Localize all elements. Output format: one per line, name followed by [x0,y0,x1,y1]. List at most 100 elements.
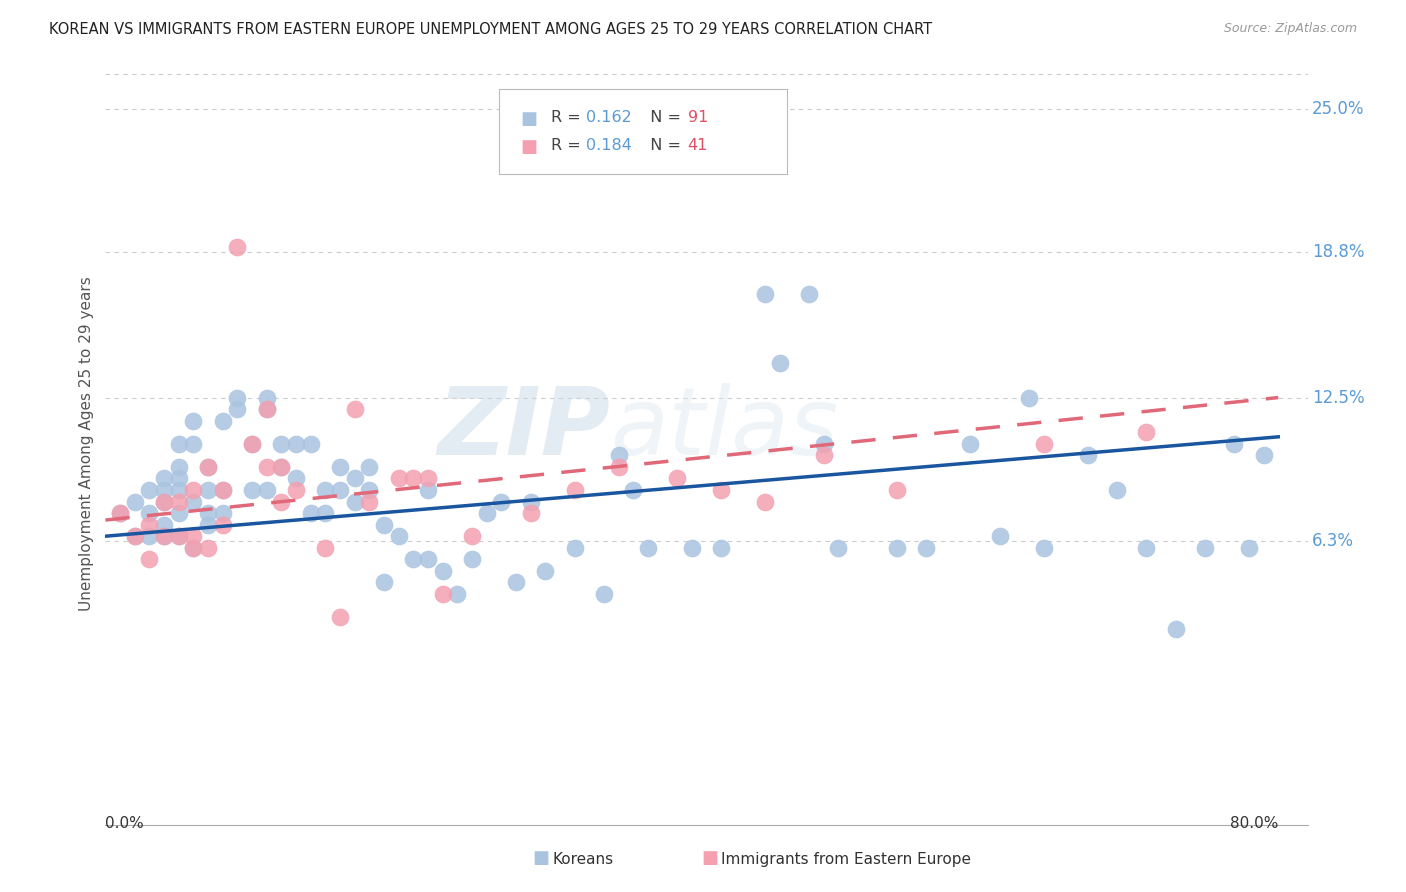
Point [138,517,160,532]
Point [388,529,411,543]
Point [797,286,820,301]
Point [167,506,190,520]
Point [138,552,160,566]
Point [314,541,336,555]
Point [299,436,322,450]
Point [153,529,176,543]
Point [183,414,205,428]
Point [226,391,249,405]
Point [461,529,484,543]
Point [138,506,160,520]
Point [710,541,733,555]
Point [359,459,381,474]
Point [197,459,219,474]
Text: 0.184: 0.184 [586,138,633,153]
Point [710,483,733,497]
Point [416,471,439,485]
Point [359,494,381,508]
Text: ■: ■ [520,110,537,128]
Text: N =: N = [640,110,686,125]
Text: 25.0%: 25.0% [1312,100,1364,118]
Point [226,240,249,254]
Point [593,587,616,601]
Point [285,483,308,497]
Point [240,483,263,497]
Point [491,494,513,508]
Point [519,506,541,520]
Point [183,541,205,555]
Point [388,471,411,485]
Point [124,529,146,543]
Point [167,459,190,474]
Y-axis label: Unemployment Among Ages 25 to 29 years: Unemployment Among Ages 25 to 29 years [79,277,94,611]
Point [256,459,278,474]
Point [343,402,366,417]
Point [197,541,219,555]
Text: 41: 41 [688,138,707,153]
Point [108,506,131,520]
Point [240,436,263,450]
Text: R =: R = [551,110,586,125]
Point [446,587,468,601]
Point [153,529,176,543]
Point [314,483,336,497]
Point [197,483,219,497]
Text: ZIP: ZIP [437,383,610,475]
Point [256,391,278,405]
Point [183,541,205,555]
Text: ■: ■ [520,138,537,156]
Text: Immigrants from Eastern Europe: Immigrants from Eastern Europe [721,852,972,867]
Point [416,552,439,566]
Point [167,494,190,508]
Point [211,414,233,428]
Point [256,402,278,417]
Text: 91: 91 [688,110,707,125]
Point [813,448,835,462]
Point [167,483,190,497]
Point [153,483,176,497]
Point [402,471,425,485]
Point [256,483,278,497]
Point [754,286,776,301]
Point [153,471,176,485]
Point [183,483,205,497]
Point [1077,448,1099,462]
Point [197,517,219,532]
Point [1032,541,1054,555]
Point [432,564,454,578]
Point [1223,436,1246,450]
Text: 12.5%: 12.5% [1312,389,1365,407]
Point [564,483,586,497]
Point [153,494,176,508]
Point [519,494,541,508]
Point [343,494,366,508]
Point [285,471,308,485]
Point [329,459,352,474]
Text: KOREAN VS IMMIGRANTS FROM EASTERN EUROPE UNEMPLOYMENT AMONG AGES 25 TO 29 YEARS : KOREAN VS IMMIGRANTS FROM EASTERN EUROPE… [49,22,932,37]
Text: 80.0%: 80.0% [1230,816,1278,830]
Point [416,483,439,497]
Point [475,506,498,520]
Text: 18.8%: 18.8% [1312,243,1364,261]
Text: 6.3%: 6.3% [1312,532,1354,549]
Point [211,506,233,520]
Point [124,529,146,543]
Point [1237,541,1260,555]
Point [270,459,292,474]
Point [108,506,131,520]
Point [226,402,249,417]
Point [1135,541,1157,555]
Point [813,436,835,450]
Text: 0.162: 0.162 [586,110,633,125]
Point [211,483,233,497]
Point [754,494,776,508]
Point [329,483,352,497]
Point [534,564,557,578]
Point [124,494,146,508]
Point [138,483,160,497]
Point [373,575,395,590]
Point [211,517,233,532]
Point [564,541,586,555]
Point [211,483,233,497]
Point [724,102,747,116]
